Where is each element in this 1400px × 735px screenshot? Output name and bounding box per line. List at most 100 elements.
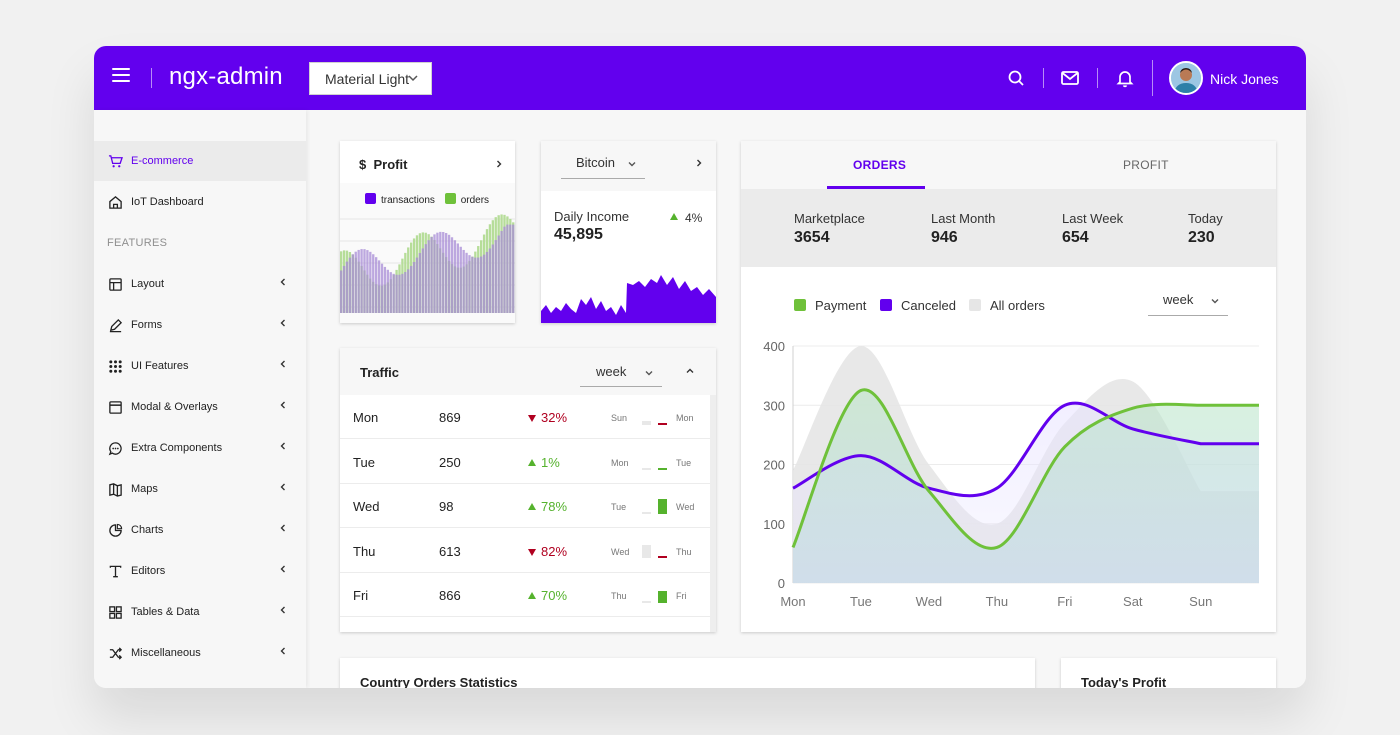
stat-label: Today [1188,211,1223,226]
sidebar-item-label: Forms [131,319,163,331]
chevron-down-icon [1211,299,1219,304]
sidebar-item-editors[interactable]: Editors [94,551,306,591]
chevron-left-icon [280,647,285,655]
profit-bar-transactions [450,237,454,313]
header-divider [1097,68,1098,88]
sidebar: E-commerce IoT Dashboard FEATURES Layout… [94,110,306,688]
profit-bar-transactions [421,248,424,313]
traffic-prev-bar [642,600,651,603]
x-tick-label: Tue [850,594,872,609]
table-row[interactable]: Fri 866 70% Thu Fri [340,573,710,617]
cart-icon [108,155,123,168]
sidebar-item-label: Tables & Data [131,606,200,618]
profit-bar-transactions [442,232,445,313]
profit-bar-transactions [342,265,346,313]
theme-select[interactable]: Material Light [309,62,432,95]
profit-bar-transactions [407,269,410,313]
stat-value: 230 [1188,229,1215,246]
sidebar-item-maps[interactable]: Maps [94,469,306,509]
profit-bar-transactions [512,224,515,313]
traffic-value: 869 [439,410,461,425]
legend-item-payment: Payment [794,298,866,313]
legend-label: transactions [381,195,435,206]
edit-icon [109,318,123,333]
sidebar-item-label: Editors [131,565,166,577]
traffic-period-select[interactable]: week [580,360,662,387]
traffic-scrollbar[interactable] [710,395,716,632]
x-tick-label: Wed [916,594,943,609]
profit-bar-transactions [430,236,433,313]
y-tick-label: 100 [763,517,785,532]
traffic-curr-day: Tue [676,457,692,468]
arrow-up-icon [528,592,536,599]
search-icon[interactable] [1006,68,1026,88]
y-tick-label: 300 [763,398,785,413]
sidebar-item-charts[interactable]: Charts [94,510,306,550]
sidebar-item-e-commerce[interactable]: E-commerce [94,141,306,181]
traffic-prev-day: Thu [611,591,627,601]
profit-bar-transactions [445,233,448,313]
todays-profit-card: Today's Profit [1061,658,1276,688]
sidebar-item-iot-dashboard[interactable]: IoT Dashboard [94,182,306,222]
tab-profit[interactable]: PROFIT [1123,158,1169,172]
profit-bar-transactions [503,226,506,313]
app-window: ngx-admin Material Light Nick Jones E-co… [94,46,1306,688]
active-tab-indicator [827,186,925,189]
chevron-up-icon[interactable] [685,366,695,376]
table-row[interactable]: Tue 250 1% Mon Tue [340,440,710,484]
sidebar-item-miscellaneous[interactable]: Miscellaneous [94,633,306,673]
chevron-right-icon[interactable] [494,159,504,169]
legend-swatch-transactions [365,193,376,204]
menu-icon[interactable] [112,68,132,88]
traffic-delta: 1% [541,454,560,470]
profit-bar-transactions [412,261,416,313]
header-divider [1152,60,1153,96]
x-tick-label: Thu [986,594,1008,609]
table-row[interactable]: Thu 613 82% Wed Thu [340,529,710,573]
avatar[interactable] [1169,61,1203,95]
y-tick-label: 400 [763,339,785,354]
legend-item-all-orders: All orders [969,298,1045,313]
profit-bar-transactions [436,232,439,313]
sidebar-item-label: Charts [131,524,164,536]
sidebar-item-extra-components[interactable]: Extra Components [94,428,306,468]
traffic-day: Fri [353,588,369,603]
profit-title-text: Profit [373,157,408,172]
tab-orders[interactable]: ORDERS [853,158,907,172]
profit-bar-transactions [488,248,492,313]
map-icon [109,483,122,497]
legend-label: All orders [990,298,1045,313]
traffic-delta: 70% [541,588,568,603]
mail-icon[interactable] [1060,68,1080,88]
profit-bar-transactions [482,254,486,313]
chevron-right-icon[interactable] [694,158,704,168]
chevron-left-icon [280,524,285,532]
profit-bar-transactions [506,224,509,313]
profit-bar-transactions [477,257,480,313]
traffic-curr-day: Thu [676,546,692,557]
app-title[interactable]: ngx-admin [169,63,283,90]
profit-bar-transactions [375,257,378,313]
traffic-period-value: week [596,364,627,379]
x-tick-label: Sat [1123,594,1143,609]
sidebar-item-ui-features[interactable]: UI Features [94,346,306,386]
table-row[interactable]: Wed 98 78% Tue Wed [340,484,710,528]
sidebar-item-modal-overlays[interactable]: Modal & Overlays [94,387,306,427]
sidebar-item-forms[interactable]: Forms [94,305,306,345]
sidebar-item-label: UI Features [131,360,189,372]
chevron-left-icon [280,278,285,286]
arrow-up-icon [670,213,678,220]
profit-bar-transactions [494,240,497,313]
sidebar-item-label: Modal & Overlays [131,401,218,413]
sidebar-item-tables-data[interactable]: Tables & Data [94,592,306,632]
user-name[interactable]: Nick Jones [1210,71,1279,87]
legend-swatch-orders [444,193,456,204]
sidebar-item-layout[interactable]: Layout [94,264,306,304]
legend-label: Canceled [901,298,956,313]
bell-icon[interactable] [1115,68,1135,88]
table-row[interactable]: Mon 869 32% Sun Mon [340,395,710,439]
legend-swatch [969,299,981,311]
traffic-day: Thu [353,543,376,559]
currency-select[interactable]: Bitcoin [561,155,645,179]
orders-period-select[interactable]: week [1148,290,1228,316]
